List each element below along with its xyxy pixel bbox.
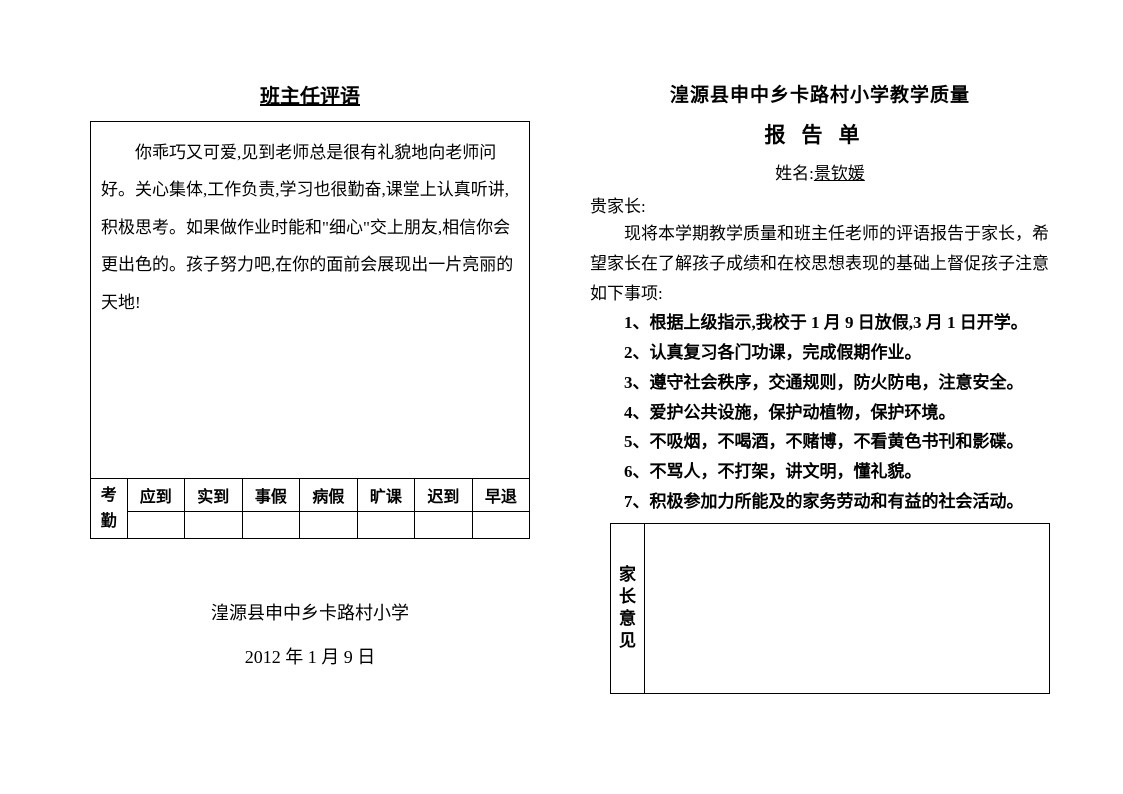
- parent-greeting: 贵家长:: [590, 192, 1050, 217]
- attendance-header: 迟到: [415, 479, 473, 512]
- notice-item: 5、不吸烟，不喝酒，不赌博，不看黄色书刊和影碟。: [590, 427, 1050, 457]
- attendance-cell: [185, 512, 243, 539]
- notice-item: 1、根据上级指示,我校于 1 月 9 日放假,3 月 1 日开学。: [590, 308, 1050, 338]
- right-panel: 湟源县申中乡卡路村小学教学质量 报告单 姓名:景钦媛 贵家长: 现将本学期教学质…: [590, 80, 1050, 744]
- student-name: 景钦媛: [814, 164, 865, 183]
- teacher-comment-text: 你乖巧又可爱,见到老师总是很有礼貌地向老师问好。关心集体,工作负责,学习也很勤奋…: [91, 122, 529, 478]
- report-header-2: 报告单: [590, 119, 1050, 149]
- attendance-table: 考勤 应到 实到 事假 病假 旷课 迟到 早退: [91, 478, 529, 538]
- attendance-header: 病假: [300, 479, 358, 512]
- attendance-header: 实到: [185, 479, 243, 512]
- name-label: 姓名:: [775, 164, 814, 183]
- attendance-header: 早退: [472, 479, 529, 512]
- attendance-label: 考勤: [91, 479, 127, 539]
- attendance-header: 旷课: [357, 479, 415, 512]
- school-name: 湟源县申中乡卡路村小学: [90, 599, 530, 625]
- report-date: 2012 年 1 月 9 日: [90, 643, 530, 669]
- report-header-1: 湟源县申中乡卡路村小学教学质量: [590, 80, 1050, 107]
- teacher-comment-title: 班主任评语: [90, 80, 530, 109]
- notice-item: 7、积极参加力所能及的家务劳动和有益的社会活动。: [590, 487, 1050, 517]
- notice-items: 1、根据上级指示,我校于 1 月 9 日放假,3 月 1 日开学。 2、认真复习…: [590, 308, 1050, 516]
- left-panel: 班主任评语 你乖巧又可爱,见到老师总是很有礼貌地向老师问好。关心集体,工作负责,…: [90, 80, 530, 744]
- notice-item: 6、不骂人，不打架，讲文明，懂礼貌。: [590, 457, 1050, 487]
- attendance-cell: [357, 512, 415, 539]
- intro-text: 现将本学期教学质量和班主任老师的评语报告于家长，希望家长在了解孩子成绩和在校思想…: [590, 219, 1050, 308]
- parent-opinion-content: [645, 523, 1050, 693]
- attendance-header: 事假: [242, 479, 300, 512]
- notice-item: 3、遵守社会秩序，交通规则，防火防电，注意安全。: [590, 368, 1050, 398]
- attendance-cell: [415, 512, 473, 539]
- student-name-line: 姓名:景钦媛: [590, 159, 1050, 184]
- attendance-cell: [127, 512, 185, 539]
- notice-item: 4、爱护公共设施，保护动植物，保护环境。: [590, 398, 1050, 428]
- attendance-cell: [242, 512, 300, 539]
- attendance-cell: [472, 512, 529, 539]
- parent-opinion-label: 家长意见: [611, 523, 645, 693]
- attendance-cell: [300, 512, 358, 539]
- attendance-header: 应到: [127, 479, 185, 512]
- comment-box: 你乖巧又可爱,见到老师总是很有礼貌地向老师问好。关心集体,工作负责,学习也很勤奋…: [90, 121, 530, 539]
- parent-opinion-box: 家长意见: [610, 523, 1050, 694]
- notice-item: 2、认真复习各门功课，完成假期作业。: [590, 338, 1050, 368]
